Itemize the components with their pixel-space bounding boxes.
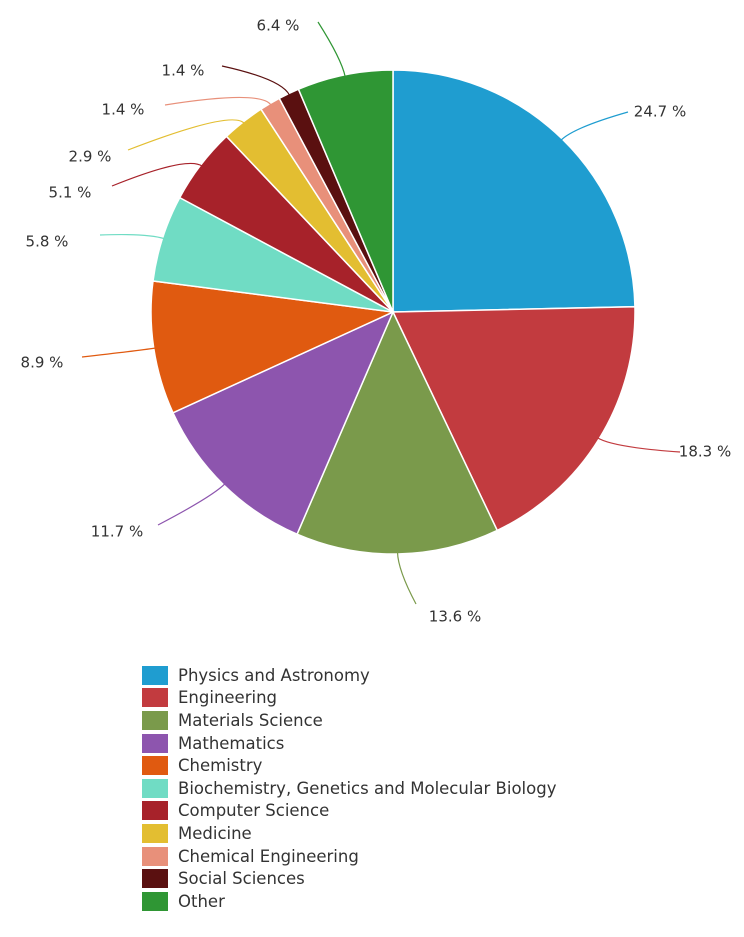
pie-slice-physics-and-astronomy: [392, 69, 636, 313]
data-label-mathematics: 11.7 %: [91, 523, 143, 541]
data-label-materials-science: 13.6 %: [429, 608, 481, 626]
data-label-biochemistry-genetics-and-molecular-biology: 5.8 %: [26, 233, 69, 251]
pie-leader-lines: [81, 21, 681, 605]
leader-line-other: [317, 21, 346, 77]
chart-legend: Physics and Astronomy Engineering Material…: [142, 664, 556, 913]
legend-swatch-materials-science: [142, 710, 168, 730]
leader-line-social-sciences: [221, 65, 291, 96]
legend-item-chemical-engineering: Chemical Engineering: [142, 845, 556, 868]
data-label-other: 6.4 %: [257, 17, 300, 35]
leader-line-physics-and-astronomy: [560, 111, 629, 141]
data-label-chemistry: 8.9 %: [21, 354, 64, 372]
pie-chart: 24.7 % 18.3 % 13.6 % 11.7 % 8.9 % 5.8 % 5.1 % 2…: [21, 17, 732, 626]
legend-label-mathematics: Mathematics: [178, 733, 285, 753]
legend-label-biochemistry-genetics-and-molecular-biology: Biochemistry, Genetics and Molecular Bio…: [178, 778, 557, 798]
leader-line-engineering: [597, 437, 681, 453]
legend-label-engineering: Engineering: [178, 688, 277, 708]
legend-label-chemical-engineering: Chemical Engineering: [178, 846, 359, 866]
legend-swatch-computer-science: [142, 801, 168, 821]
legend-swatch-physics-and-astronomy: [142, 665, 168, 685]
legend-swatch-mathematics: [142, 733, 168, 753]
leader-line-medicine: [127, 119, 245, 151]
leader-line-chemistry: [81, 347, 156, 358]
legend-item-materials-science: Materials Science: [142, 709, 556, 732]
legend-item-other: Other: [142, 890, 556, 913]
data-label-social-sciences: 1.4 %: [162, 62, 205, 80]
leader-line-materials-science: [396, 551, 417, 605]
legend-item-computer-science: Computer Science: [142, 800, 556, 823]
legend-item-biochemistry-genetics-and-molecular-biology: Biochemistry, Genetics and Molecular Bio…: [142, 777, 556, 800]
legend-item-medicine: Medicine: [142, 822, 556, 845]
legend-swatch-chemical-engineering: [142, 846, 168, 866]
leader-line-mathematics: [157, 483, 226, 526]
data-label-chemical-engineering: 1.4 %: [102, 101, 145, 119]
data-label-computer-science: 5.1 %: [49, 184, 92, 202]
data-label-physics-and-astronomy: 24.7 %: [634, 103, 686, 121]
legend-label-chemistry: Chemistry: [178, 756, 263, 776]
legend-label-computer-science: Computer Science: [178, 801, 330, 821]
legend-swatch-other: [142, 891, 168, 911]
legend-label-social-sciences: Social Sciences: [178, 869, 305, 889]
legend-swatch-chemistry: [142, 756, 168, 776]
legend-item-chemistry: Chemistry: [142, 754, 556, 777]
legend-label-other: Other: [178, 891, 225, 911]
legend-swatch-biochemistry-genetics-and-molecular-biology: [142, 778, 168, 798]
legend-item-engineering: Engineering: [142, 687, 556, 710]
legend-label-physics-and-astronomy: Physics and Astronomy: [178, 665, 370, 685]
legend-label-materials-science: Materials Science: [178, 710, 323, 730]
legend-label-medicine: Medicine: [178, 823, 252, 843]
data-label-engineering: 18.3 %: [679, 443, 731, 461]
leader-line-chemical-engineering: [164, 96, 272, 106]
data-label-medicine: 2.9 %: [69, 148, 112, 166]
legend-item-mathematics: Mathematics: [142, 732, 556, 755]
legend-swatch-medicine: [142, 823, 168, 843]
leader-line-biochemistry-genetics-and-molecular-biology: [99, 233, 165, 240]
legend-swatch-social-sciences: [142, 869, 168, 889]
legend-swatch-engineering: [142, 688, 168, 708]
pie-slices: [150, 69, 636, 555]
legend-item-social-sciences: Social Sciences: [142, 867, 556, 890]
pie-data-labels: 24.7 % 18.3 % 13.6 % 11.7 % 8.9 % 5.8 % 5.1 % 2…: [21, 17, 732, 626]
legend-item-physics-and-astronomy: Physics and Astronomy: [142, 664, 556, 687]
leader-line-computer-science: [111, 162, 203, 187]
